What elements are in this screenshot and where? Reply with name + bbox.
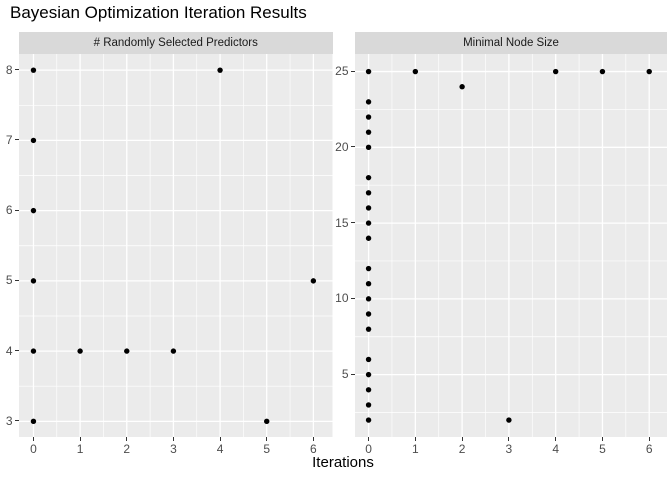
y-tick-label: 3: [5, 413, 13, 428]
y-tick-mark: [351, 373, 355, 375]
data-point: [77, 347, 83, 354]
facet-strip-label: Minimal Node Size: [463, 36, 559, 49]
y-tick-label: 5: [341, 367, 349, 382]
panel-background: [355, 53, 667, 437]
x-tick-mark: [461, 437, 463, 441]
data-point: [124, 347, 130, 354]
x-tick-mark: [368, 437, 370, 441]
data-point: [365, 204, 372, 211]
x-tick-label: 1: [76, 441, 84, 456]
y-tick-label: 6: [5, 203, 13, 218]
data-point: [310, 277, 317, 284]
x-tick-mark: [172, 437, 174, 441]
data-point: [365, 235, 372, 241]
facet-strip: # Randomly Selected Predictors: [19, 32, 333, 54]
y-tick-mark: [15, 139, 19, 141]
data-point: [646, 68, 652, 74]
data-point: [365, 174, 372, 180]
x-tick-mark: [79, 437, 81, 441]
y-tick-mark: [351, 70, 355, 72]
data-point: [459, 83, 465, 89]
x-tick-label: 4: [552, 441, 559, 456]
data-point: [365, 401, 372, 408]
data-point: [506, 416, 512, 423]
y-tick-label: 4: [5, 343, 13, 358]
x-tick-label: 4: [216, 441, 224, 456]
x-tick-label: 2: [458, 441, 466, 456]
data-point: [365, 386, 372, 392]
y-tick-label: 25: [335, 64, 349, 79]
data-point: [365, 219, 372, 226]
data-point: [365, 144, 372, 150]
data-point: [365, 189, 372, 195]
x-tick-label: 6: [645, 441, 653, 456]
y-tick-mark: [351, 297, 355, 299]
y-tick-mark: [351, 146, 355, 148]
y-tick-label: 20: [335, 139, 349, 154]
x-tick-label: 0: [30, 441, 37, 456]
x-tick-mark: [126, 437, 128, 441]
x-tick-mark: [601, 437, 603, 441]
data-point: [365, 371, 372, 377]
x-tick-label: 1: [411, 441, 419, 456]
data-point: [264, 418, 270, 424]
y-tick-label: 5: [5, 273, 13, 288]
x-tick-mark: [508, 437, 510, 441]
data-point: [365, 295, 372, 302]
data-point: [30, 207, 37, 213]
data-point: [30, 277, 37, 284]
data-point: [365, 416, 372, 423]
data-point: [30, 347, 37, 354]
data-point: [30, 66, 37, 73]
y-tick-label: 7: [5, 132, 13, 147]
scatter-panel: [355, 53, 667, 437]
y-tick-label: 15: [335, 215, 349, 230]
y-tick-label: 8: [5, 62, 13, 77]
data-point: [30, 418, 37, 424]
x-tick-label: 5: [263, 441, 271, 456]
y-tick-mark: [15, 279, 19, 281]
x-tick-label: 6: [310, 441, 317, 456]
data-point: [365, 310, 372, 317]
y-tick-mark: [15, 350, 19, 352]
data-point: [365, 113, 372, 120]
y-tick-mark: [15, 209, 19, 211]
y-tick-mark: [15, 69, 19, 71]
data-point: [552, 68, 559, 74]
facet-strip: Minimal Node Size: [355, 32, 667, 54]
data-point: [365, 98, 372, 105]
data-point: [170, 347, 177, 354]
data-point: [365, 68, 372, 74]
x-tick-mark: [266, 437, 268, 441]
data-point: [365, 128, 372, 135]
x-tick-mark: [555, 437, 557, 441]
x-tick-mark: [219, 437, 221, 441]
data-point: [365, 356, 372, 362]
data-point: [365, 325, 372, 332]
x-axis-title: Iterations: [312, 454, 374, 471]
x-tick-label: 2: [123, 441, 131, 456]
x-tick-mark: [648, 437, 650, 441]
x-tick-label: 5: [599, 441, 606, 456]
y-tick-label: 10: [335, 291, 349, 306]
y-tick-mark: [351, 222, 355, 224]
data-point: [30, 137, 37, 143]
facet-strip-label: # Randomly Selected Predictors: [93, 36, 258, 49]
y-tick-mark: [15, 420, 19, 422]
data-point: [365, 280, 372, 286]
x-tick-mark: [312, 437, 314, 441]
scatter-panel: [19, 53, 333, 437]
data-point: [217, 66, 223, 73]
x-tick-label: 3: [505, 441, 513, 456]
data-point: [599, 68, 606, 74]
x-tick-label: 3: [170, 441, 177, 456]
x-tick-mark: [32, 437, 34, 441]
x-tick-mark: [414, 437, 416, 441]
x-tick-label: 0: [365, 441, 372, 456]
data-point: [365, 265, 372, 271]
data-point: [412, 68, 419, 74]
plot-title: Bayesian Optimization Iteration Results: [10, 3, 307, 22]
